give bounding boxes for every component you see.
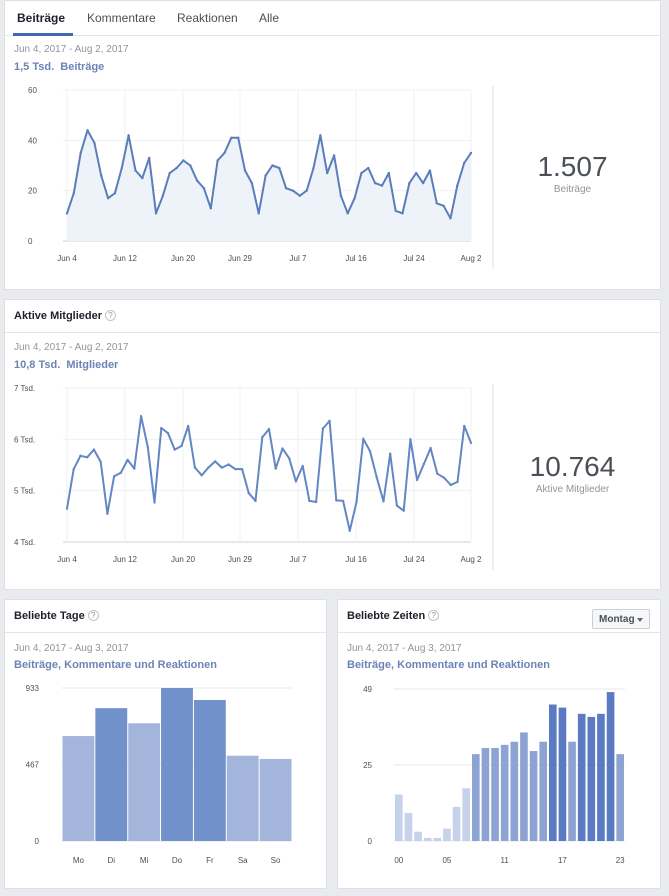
members-total-label: Aktive Mitglieder (535, 484, 610, 495)
posts-metric: 1,5 Tsd. Beiträge (14, 61, 104, 73)
members-title: Aktive Mitglieder? (14, 310, 117, 322)
help-icon[interactable]: ? (87, 610, 99, 621)
members-total: 10.764 Aktive Mitglieder (495, 451, 650, 496)
divider (5, 332, 660, 333)
posts-total: 1.507 Beiträge (495, 151, 650, 196)
members-metric-label: Mitglieder (66, 359, 119, 371)
posts-date-range: Jun 4, 2017 - Aug 2, 2017 (14, 44, 129, 55)
posts-total-value: 1.507 (537, 151, 608, 182)
tab-reactions[interactable]: Reaktionen (177, 11, 238, 25)
posts-metric-value: 1,5 Tsd. (14, 61, 55, 73)
members-date-range: Jun 4, 2017 - Aug 2, 2017 (14, 342, 129, 353)
days-title-text: Beliebte Tage (14, 610, 85, 622)
weekday-select-value: Montag (599, 614, 635, 625)
members-total-value: 10.764 (529, 451, 616, 482)
members-metric-value: 10,8 Tsd. (14, 359, 61, 371)
members-title-text: Aktive Mitglieder (14, 310, 103, 322)
active-tab-indicator (13, 33, 73, 36)
tab-posts[interactable]: Beiträge (17, 11, 66, 25)
posts-total-label: Beiträge (553, 184, 592, 195)
times-date-range: Jun 4, 2017 - Aug 3, 2017 (347, 643, 462, 654)
divider (338, 632, 660, 633)
posts-metric-label: Beiträge (60, 61, 105, 73)
tab-comments[interactable]: Kommentare (87, 11, 156, 25)
times-title-text: Beliebte Zeiten (347, 610, 426, 622)
help-icon[interactable]: ? (105, 310, 117, 321)
divider (5, 632, 326, 633)
times-subtitle: Beiträge, Kommentare und Reaktionen (347, 659, 550, 671)
help-icon[interactable]: ? (428, 610, 440, 621)
chevron-down-icon (637, 618, 643, 622)
weekday-select[interactable]: Montag (592, 609, 650, 629)
tab-bar: Beiträge Kommentare Reaktionen Alle (4, 0, 661, 36)
members-metric: 10,8 Tsd. Mitglieder (14, 359, 118, 371)
days-date-range: Jun 4, 2017 - Aug 3, 2017 (14, 643, 129, 654)
times-title: Beliebte Zeiten? (347, 610, 440, 622)
days-title: Beliebte Tage? (14, 610, 99, 622)
days-subtitle: Beiträge, Kommentare und Reaktionen (14, 659, 217, 671)
tab-all[interactable]: Alle (259, 11, 280, 25)
